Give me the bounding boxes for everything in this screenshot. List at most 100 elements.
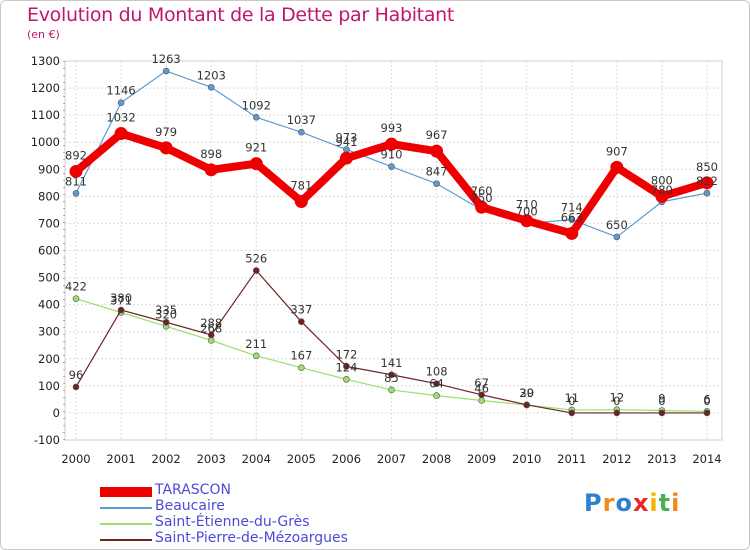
y-tick-label: 1200 — [31, 81, 60, 95]
data-label-saint-pierre: 172 — [335, 347, 357, 361]
y-tick-label: 800 — [38, 189, 60, 203]
data-label-saint-pierre: 0 — [568, 394, 575, 408]
x-tick-label: 2006 — [332, 452, 361, 466]
data-point-saint-pierre — [72, 383, 80, 391]
data-label-beaucaire: 1092 — [242, 98, 271, 112]
data-label-saint-pierre: 141 — [381, 356, 403, 370]
data-point-tarascon — [565, 226, 579, 240]
data-label-beaucaire: 780 — [651, 183, 673, 197]
data-label-saint-pierre: 96 — [69, 368, 84, 382]
data-label-saint-etienne: 85 — [384, 371, 399, 385]
data-point-tarascon — [159, 141, 173, 155]
logo-letter: t — [658, 489, 672, 517]
data-point-tarascon — [204, 163, 218, 177]
data-label-tarascon: 781 — [290, 179, 312, 193]
data-point-tarascon — [69, 164, 83, 178]
x-tick-label: 2009 — [467, 452, 496, 466]
data-label-beaucaire: 714 — [561, 201, 583, 215]
data-point-saint-etienne — [433, 392, 440, 399]
data-label-tarascon: 979 — [155, 125, 177, 139]
data-point-tarascon — [339, 151, 353, 165]
legend-item-tarascon: TARASCON — [100, 482, 400, 501]
data-label-beaucaire: 1146 — [106, 84, 135, 98]
data-label-saint-pierre: 337 — [290, 303, 312, 317]
logo-letter: r — [602, 489, 616, 517]
data-point-beaucaire — [703, 189, 711, 197]
data-point-saint-pierre — [252, 267, 260, 274]
data-point-tarascon — [384, 137, 398, 151]
data-label-tarascon: 941 — [335, 135, 357, 149]
data-label-saint-etienne: 29 — [519, 386, 534, 400]
data-label-tarascon: 663 — [561, 210, 583, 224]
data-label-saint-etienne: 167 — [290, 349, 312, 363]
y-tick-label: 200 — [38, 352, 60, 366]
data-point-beaucaire — [388, 163, 395, 170]
data-point-saint-pierre — [658, 409, 666, 417]
data-label-saint-etienne: 268 — [200, 321, 222, 335]
data-point-saint-pierre — [523, 401, 531, 409]
data-point-saint-etienne — [252, 352, 260, 360]
data-label-saint-pierre: 67 — [474, 376, 489, 390]
data-point-tarascon — [475, 200, 489, 214]
y-tick-label: 0 — [53, 406, 60, 420]
x-tick-label: 2003 — [197, 452, 226, 466]
data-label-tarascon: 850 — [696, 160, 718, 174]
data-label-beaucaire: 973 — [335, 131, 357, 145]
data-point-beaucaire — [117, 99, 125, 106]
data-label-saint-etienne: 422 — [65, 280, 87, 294]
data-label-saint-pierre: 0 — [613, 394, 620, 408]
data-point-saint-etienne — [478, 397, 485, 404]
data-point-saint-pierre — [343, 363, 350, 370]
logo-letter: o — [615, 489, 633, 517]
data-label-tarascon: 967 — [426, 128, 448, 142]
data-point-saint-pierre — [207, 331, 215, 339]
data-point-tarascon — [700, 176, 714, 190]
data-point-tarascon — [430, 144, 444, 158]
legend-label-tarascon: TARASCON — [155, 482, 231, 498]
y-tick-label: 600 — [38, 244, 60, 258]
data-point-beaucaire — [613, 233, 621, 241]
x-tick-label: 2012 — [602, 452, 631, 466]
logo-letter: x — [632, 489, 650, 517]
data-label-saint-etienne: 211 — [245, 337, 267, 351]
data-point-beaucaire — [433, 180, 440, 187]
data-label-tarascon: 993 — [381, 121, 403, 135]
data-point-saint-etienne — [298, 364, 305, 372]
x-tick-label: 2000 — [61, 452, 90, 466]
legend-swatch-beaucaire — [100, 507, 152, 509]
data-point-beaucaire — [162, 67, 170, 75]
data-label-beaucaire: 847 — [426, 165, 448, 179]
logo-letter: P — [584, 489, 603, 517]
data-label-beaucaire: 1037 — [287, 113, 316, 127]
y-tick-label: 900 — [38, 162, 60, 176]
data-label-tarascon: 907 — [606, 144, 628, 158]
data-label-tarascon: 921 — [245, 141, 267, 155]
data-label-saint-etienne: 9 — [658, 391, 665, 405]
data-point-saint-pierre — [703, 409, 711, 417]
data-label-saint-pierre: 0 — [703, 394, 710, 408]
x-tick-label: 2001 — [106, 452, 135, 466]
unit-label: (en €) — [27, 28, 60, 41]
legend-item-beaucaire: Beaucaire — [100, 498, 400, 517]
data-label-saint-etienne: 6 — [703, 392, 710, 406]
data-label-saint-etienne: 124 — [335, 360, 357, 374]
y-tick-label: 400 — [38, 298, 60, 312]
data-label-beaucaire: 811 — [65, 174, 87, 188]
data-point-saint-pierre — [478, 391, 485, 399]
data-point-saint-pierre — [298, 318, 305, 325]
legend-label-beaucaire: Beaucaire — [155, 498, 225, 514]
y-tick-label: -100 — [34, 433, 60, 447]
data-label-saint-pierre: 335 — [155, 303, 177, 317]
data-point-tarascon — [294, 195, 308, 209]
legend-swatch-tarascon — [100, 487, 152, 497]
data-point-saint-pierre — [117, 306, 125, 314]
data-point-saint-etienne — [388, 386, 395, 394]
data-point-saint-pierre — [162, 318, 170, 326]
data-label-saint-etienne: 11 — [564, 391, 579, 405]
data-label-beaucaire: 1203 — [197, 68, 226, 82]
legend-item-saint-pierre: Saint-Pierre-de-Mézoargues — [100, 530, 400, 549]
data-point-saint-etienne — [207, 337, 215, 344]
data-label-tarascon: 892 — [65, 148, 87, 162]
data-point-tarascon — [655, 189, 669, 203]
